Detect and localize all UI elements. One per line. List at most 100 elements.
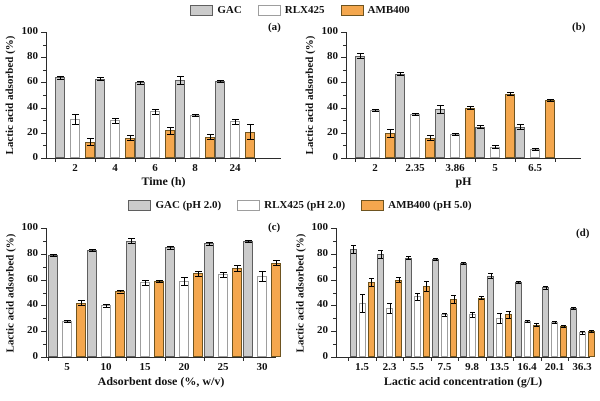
error-bar bbox=[120, 289, 121, 293]
error-cap-top bbox=[426, 135, 434, 137]
bar-rlx-16.4 bbox=[523, 320, 531, 357]
y-major-tick bbox=[41, 32, 46, 33]
error-cap-top bbox=[155, 279, 163, 281]
error-bar bbox=[518, 280, 519, 284]
error-bar bbox=[430, 135, 431, 141]
error-cap-top bbox=[86, 137, 94, 139]
y-major-tick bbox=[41, 82, 46, 84]
error-cap-top bbox=[111, 117, 119, 119]
error-bar bbox=[490, 273, 492, 279]
x-minor-tick bbox=[215, 159, 216, 162]
error-cap-top bbox=[506, 310, 511, 312]
x-minor-tick bbox=[135, 159, 136, 162]
y-major-tick bbox=[41, 107, 46, 109]
error-bar bbox=[417, 292, 418, 301]
bar-gac-36.3 bbox=[569, 307, 577, 357]
error-bar bbox=[536, 323, 537, 327]
error-cap-top bbox=[378, 249, 383, 251]
error-bar bbox=[591, 329, 592, 333]
bar-amb-30 bbox=[271, 262, 281, 357]
bar-gac-6 bbox=[135, 82, 145, 158]
y-axis bbox=[336, 228, 337, 358]
error-bar bbox=[262, 270, 263, 281]
error-cap-bottom bbox=[49, 256, 57, 258]
error-bar bbox=[520, 123, 521, 129]
error-cap-bottom bbox=[244, 242, 252, 244]
error-bar bbox=[180, 76, 181, 84]
error-cap-top bbox=[552, 320, 557, 322]
bar-gac-25 bbox=[204, 243, 214, 357]
error-cap-bottom bbox=[411, 115, 419, 117]
error-cap-top bbox=[96, 77, 104, 79]
error-bar bbox=[398, 277, 400, 283]
error-bar bbox=[371, 278, 372, 287]
gac-swatch-icon bbox=[190, 4, 214, 16]
error-bar bbox=[250, 123, 251, 140]
y-tick-label: 20 bbox=[327, 125, 338, 138]
panel-letter: (c) bbox=[268, 221, 281, 233]
y-tick-label: 100 bbox=[21, 221, 39, 233]
bar-gac-13.5 bbox=[487, 275, 494, 357]
error-bar bbox=[563, 324, 565, 328]
legend-item-rlx: RLX425 (pH 2.0) bbox=[237, 199, 345, 211]
error-cap-bottom bbox=[96, 79, 104, 81]
bar-gac-9.8 bbox=[459, 262, 467, 357]
y-minor-tick bbox=[43, 69, 46, 71]
x-axis bbox=[46, 357, 276, 358]
error-cap-top bbox=[166, 126, 174, 128]
error-cap-top bbox=[219, 271, 227, 273]
bar-amb-10 bbox=[115, 291, 125, 357]
y-tick-label: 100 bbox=[311, 221, 329, 233]
error-cap-bottom bbox=[396, 74, 404, 76]
error-cap-top bbox=[531, 147, 539, 149]
error-cap-bottom bbox=[206, 139, 214, 141]
error-cap-bottom bbox=[155, 282, 163, 284]
error-cap-bottom bbox=[506, 318, 511, 320]
x-tick-label: 24 bbox=[229, 162, 241, 174]
bar-rlx-36.3 bbox=[578, 332, 586, 357]
x-tick-label: 1.5 bbox=[355, 361, 369, 373]
error-cap-bottom bbox=[86, 145, 94, 147]
error-cap-bottom bbox=[116, 292, 124, 294]
bar-rlx-4 bbox=[110, 120, 120, 158]
error-bar bbox=[481, 296, 482, 299]
y-major-tick bbox=[331, 357, 336, 358]
x-axis-title: pH bbox=[455, 174, 472, 188]
y-minor-tick bbox=[43, 95, 46, 96]
y-tick-label: 100 bbox=[21, 25, 39, 37]
error-cap-top bbox=[151, 108, 159, 110]
error-cap-bottom bbox=[478, 298, 484, 300]
bar-rlx-5 bbox=[62, 320, 72, 357]
bar-amb-5 bbox=[76, 302, 86, 357]
y-major-tick bbox=[331, 305, 336, 307]
y-major-tick bbox=[331, 253, 336, 255]
error-cap-top bbox=[350, 244, 356, 246]
error-cap-bottom bbox=[136, 83, 144, 85]
error-bar bbox=[390, 129, 391, 137]
error-bar bbox=[455, 132, 456, 136]
y-minor-tick bbox=[343, 44, 346, 46]
error-bar bbox=[90, 137, 91, 146]
bar-amb-20.1 bbox=[560, 326, 567, 357]
error-bar bbox=[440, 105, 441, 113]
bar-rlx-2.3 bbox=[386, 307, 393, 357]
error-cap-top bbox=[272, 260, 280, 262]
legend-top: GAC RLX425 AMB400 bbox=[0, 4, 600, 16]
error-bar bbox=[508, 310, 510, 319]
bar-gac-2 bbox=[55, 77, 65, 158]
error-cap-bottom bbox=[546, 101, 554, 103]
x-minor-tick bbox=[540, 358, 542, 361]
error-cap-bottom bbox=[488, 278, 493, 280]
x-tick-label: 9.8 bbox=[465, 361, 479, 373]
y-major-tick bbox=[41, 228, 46, 229]
y-tick-label: 0 bbox=[332, 151, 339, 163]
y-minor-tick bbox=[43, 318, 46, 320]
error-cap-bottom bbox=[63, 322, 71, 324]
y-axis-title: Lactic acid adsorbed (%) bbox=[294, 233, 306, 352]
error-bar bbox=[276, 260, 277, 266]
y-major-tick bbox=[341, 107, 346, 109]
y-axis bbox=[346, 32, 347, 159]
bar-amb-5 bbox=[505, 93, 515, 158]
error-cap-bottom bbox=[533, 326, 539, 328]
error-cap-top bbox=[176, 76, 184, 78]
